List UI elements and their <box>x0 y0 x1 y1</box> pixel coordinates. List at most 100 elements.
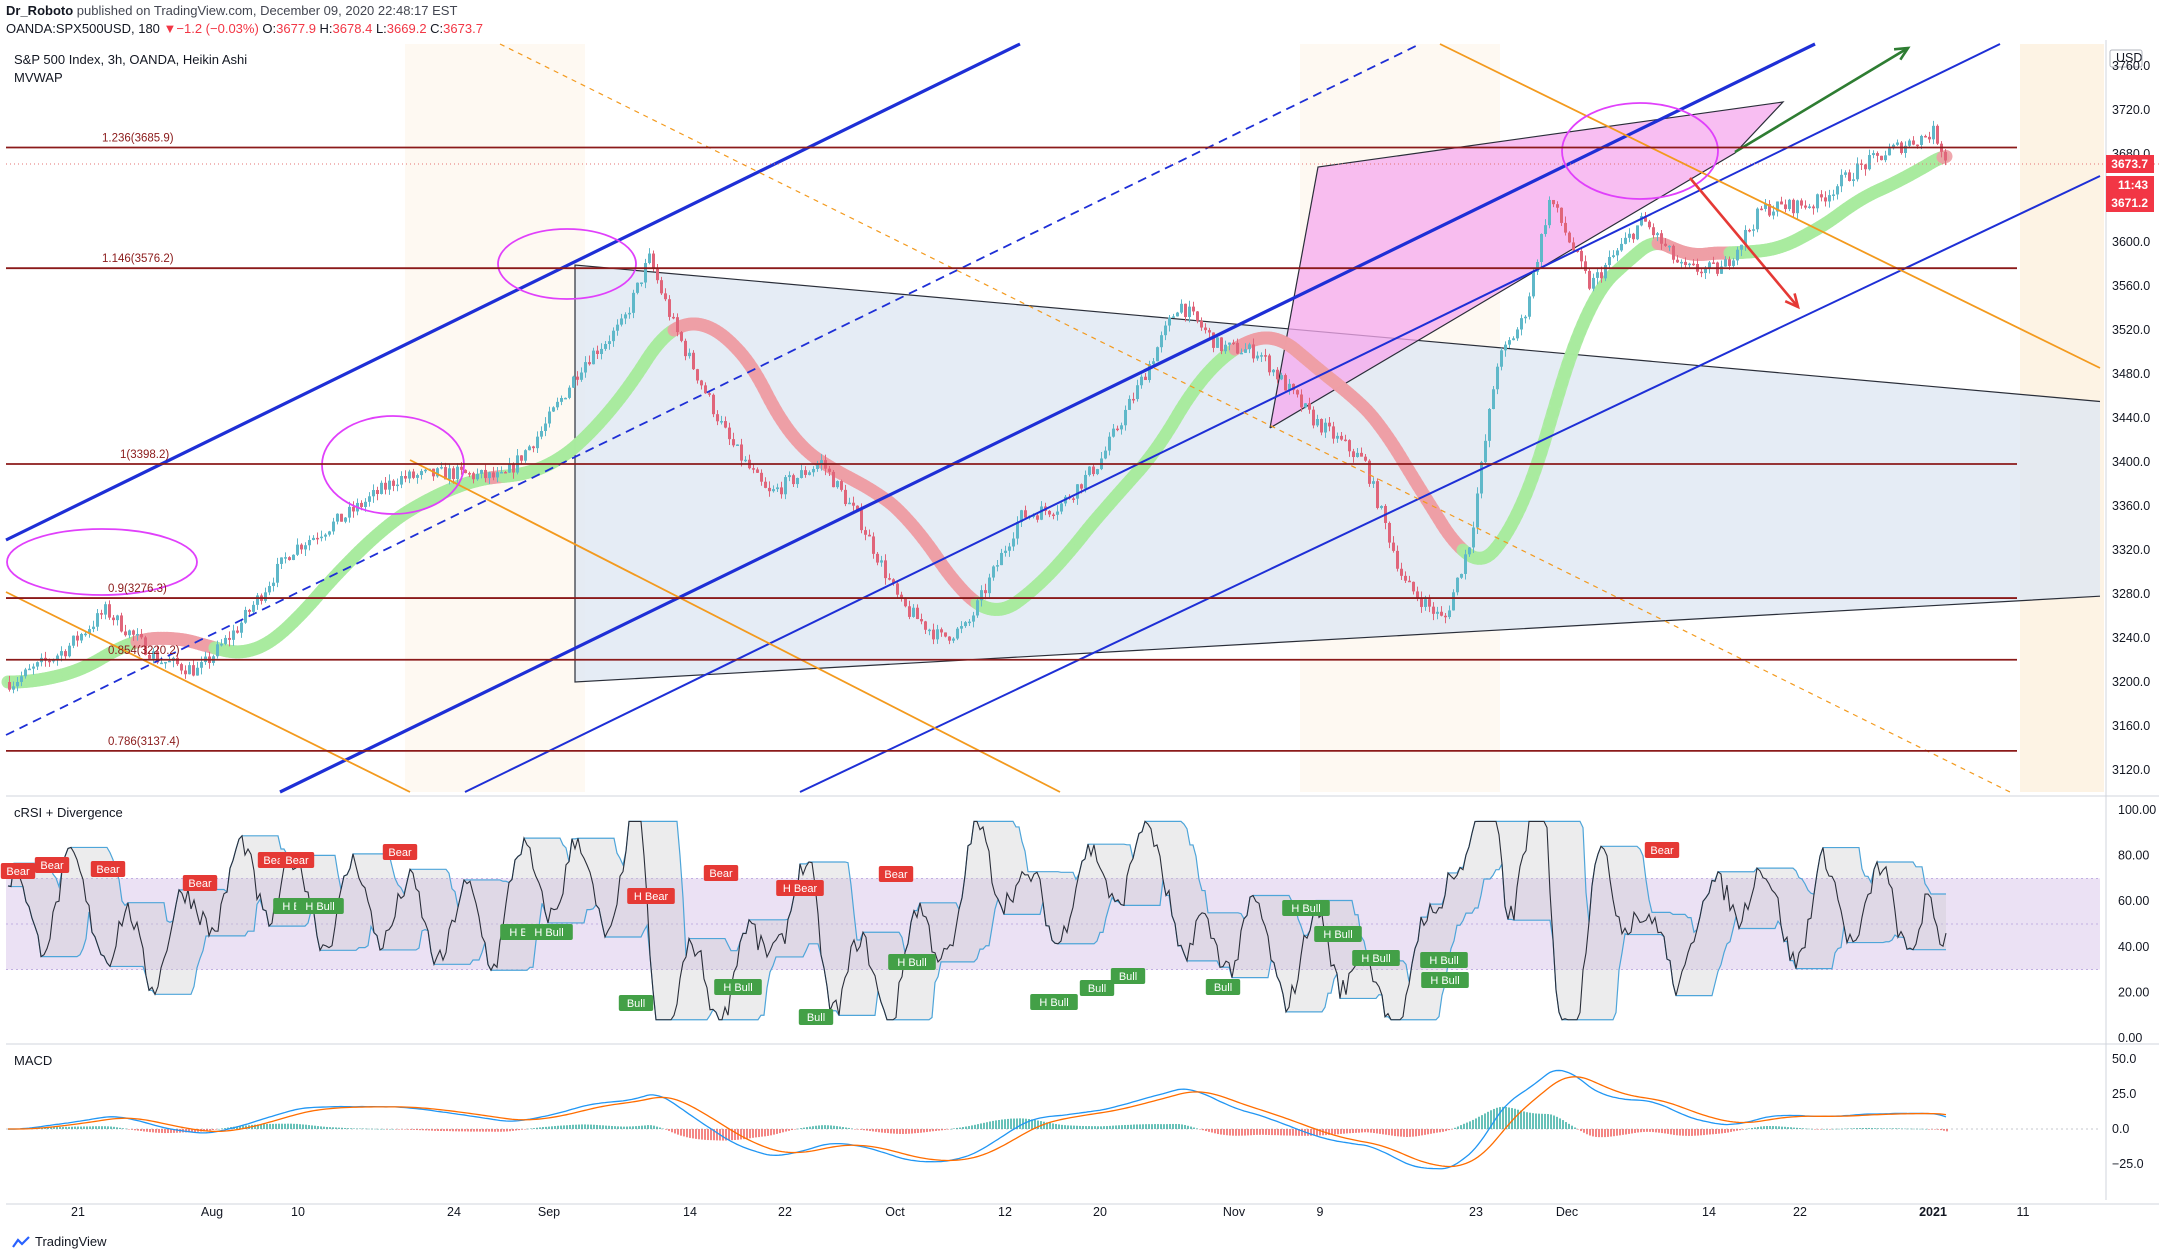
candle-body <box>1140 376 1143 386</box>
highlight-ellipse-2 <box>321 415 465 515</box>
macd-histogram-bar <box>1796 1127 1798 1129</box>
candle-body <box>336 513 339 522</box>
open-label: O: <box>262 21 277 36</box>
candle-body <box>1088 466 1091 475</box>
candle-body <box>820 460 823 465</box>
macd-histogram-bar <box>1013 1118 1015 1129</box>
crsi-signal-badge <box>1420 952 1468 968</box>
candle-body <box>1532 271 1535 297</box>
macd-axis-tick: −25.0 <box>2112 1157 2144 1171</box>
macd-histogram-bar <box>1586 1129 1588 1135</box>
currency-label: USD <box>2116 51 2142 65</box>
macd-histogram-bar <box>1841 1128 1843 1130</box>
time-axis-tick: 24 <box>447 1205 461 1219</box>
crsi-signal-label: H Bull <box>534 927 563 939</box>
mvwap-legend[interactable]: MVWAP <box>14 70 63 85</box>
candle-body <box>1060 503 1063 512</box>
candle-body <box>424 469 427 472</box>
candle-body <box>1592 277 1595 289</box>
candle-body <box>268 586 271 593</box>
candle-body <box>556 401 559 408</box>
candle-body <box>68 645 71 657</box>
publisher-user[interactable]: Dr_Roboto <box>6 3 74 18</box>
macd-histogram-bar <box>1229 1129 1231 1136</box>
candle-body <box>216 644 219 657</box>
candle-body <box>32 666 35 669</box>
candle-body <box>1804 205 1807 208</box>
symbol-label[interactable]: OANDA:SPX500USD, 180 <box>6 21 160 36</box>
candle-body <box>620 318 623 325</box>
candle-body <box>616 324 619 331</box>
candle-body <box>776 487 779 490</box>
candle-body <box>932 629 935 640</box>
candle-body <box>736 444 739 446</box>
macd-histogram-bar <box>1748 1128 1750 1129</box>
macd-histogram-bar <box>245 1125 247 1129</box>
macd-histogram-bar <box>392 1128 394 1130</box>
macd-histogram-bar <box>1139 1124 1141 1129</box>
crsi-signal-label: Bear <box>884 869 908 881</box>
macd-histogram-bar <box>1568 1123 1570 1129</box>
macd-histogram-bar <box>1436 1129 1438 1133</box>
macd-histogram-bar <box>1394 1129 1396 1137</box>
candle-body <box>644 263 647 283</box>
macd-histogram-bar <box>446 1129 448 1132</box>
time-axis-tick: 10 <box>291 1205 305 1219</box>
candle-body <box>184 670 187 675</box>
macd-histogram-bar <box>1001 1119 1003 1129</box>
macd-histogram-bar <box>1445 1129 1447 1132</box>
macd-histogram-bar <box>62 1126 64 1129</box>
candle-body <box>1492 389 1495 409</box>
candle-body <box>840 481 843 490</box>
macd-histogram-bar <box>350 1128 352 1129</box>
candle-body <box>896 583 899 595</box>
macd-histogram-bar <box>1811 1128 1813 1130</box>
macd-histogram-bar <box>1406 1129 1408 1137</box>
candle-body <box>192 665 195 676</box>
candle-body <box>444 467 447 480</box>
macd-histogram-bar <box>476 1129 478 1132</box>
candle-body <box>324 534 327 537</box>
macd-histogram-bar <box>1136 1124 1138 1129</box>
macd-histogram-bar <box>1730 1129 1732 1132</box>
macd-histogram-bar <box>1316 1129 1318 1136</box>
crsi-signal-label: Bear <box>285 855 309 867</box>
low-value: 3669.2 <box>386 21 427 36</box>
candle-body <box>272 582 275 587</box>
macd-histogram-bar <box>482 1129 484 1132</box>
candle-body <box>420 471 423 476</box>
macd-histogram-bar <box>797 1128 799 1130</box>
macd-histogram-bar <box>188 1129 190 1133</box>
candle-body <box>84 633 87 636</box>
tradingview-footer[interactable]: TradingView <box>12 1234 107 1249</box>
candle-body <box>132 630 135 635</box>
macd-histogram-bar <box>854 1129 856 1130</box>
macd-histogram-bar <box>914 1129 916 1134</box>
candle-body <box>968 621 971 624</box>
macd-histogram-bar <box>1193 1127 1195 1129</box>
candle-body <box>1808 206 1811 208</box>
candle-body <box>1892 144 1895 149</box>
macd-histogram-bar <box>368 1128 370 1130</box>
crsi-axis-tick: 40.00 <box>2118 940 2149 954</box>
candle-body <box>976 600 979 616</box>
macd-histogram-bar <box>716 1129 718 1141</box>
crsi-pane-title[interactable]: cRSI + Divergence <box>14 805 123 820</box>
candle-body <box>1680 261 1683 264</box>
candle-body <box>1164 325 1167 336</box>
macd-histogram-bar <box>653 1125 655 1129</box>
candle-body <box>1832 194 1835 196</box>
candle-body <box>264 592 267 601</box>
price-axis-tick: 3600.0 <box>2112 235 2150 249</box>
main-pane-title[interactable]: S&P 500 Index, 3h, OANDA, Heikin Ashi <box>14 52 248 67</box>
macd-pane-title[interactable]: MACD <box>14 1053 53 1068</box>
macd-histogram-bar <box>1400 1129 1402 1137</box>
macd-histogram-bar <box>83 1126 85 1129</box>
candle-body <box>1352 451 1355 458</box>
macd-histogram-bar <box>941 1129 943 1131</box>
candle-body <box>1132 398 1135 401</box>
macd-histogram-bar <box>1052 1123 1054 1129</box>
candle-body <box>100 613 103 615</box>
candle-body <box>1544 225 1547 235</box>
candle-body <box>96 613 99 627</box>
